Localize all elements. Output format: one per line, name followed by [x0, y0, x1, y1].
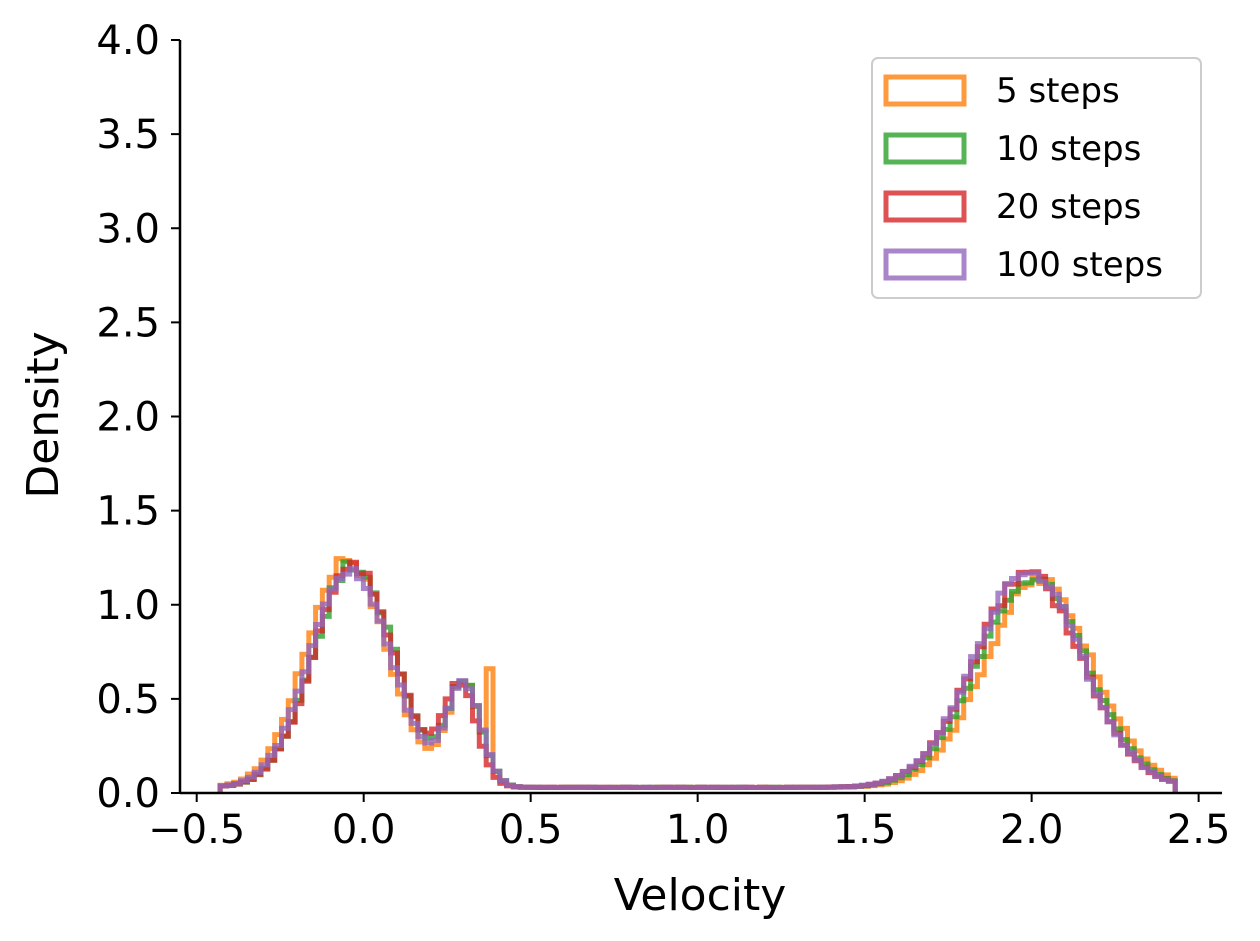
y-tick-label: 1.0 — [96, 583, 160, 629]
x-ticks: −0.5 0.0 0.5 1.0 1.5 2.0 2.5 — [148, 793, 1230, 853]
legend-label: 20 steps — [996, 187, 1141, 227]
y-tick-label: 3.0 — [96, 206, 160, 252]
series-line — [217, 566, 1178, 793]
x-tick-label: 0.5 — [499, 807, 563, 853]
legend: 5 steps 10 steps 20 steps 100 steps — [871, 57, 1202, 299]
series-line — [217, 559, 1178, 793]
y-tick-label: 0.5 — [96, 677, 160, 723]
y-tick-label: 3.5 — [96, 112, 160, 158]
y-axis-label: Density — [18, 331, 69, 498]
legend-label: 10 steps — [996, 129, 1141, 169]
y-tick-label: 1.5 — [96, 489, 160, 535]
x-tick-label: 2.5 — [1167, 807, 1231, 853]
legend-label: 5 steps — [996, 71, 1120, 111]
x-tick-label: 2.0 — [1000, 807, 1064, 853]
y-tick-label: 2.5 — [96, 300, 160, 346]
y-tick-label: 2.0 — [96, 395, 160, 441]
legend-swatch — [883, 248, 967, 281]
legend-label: 100 steps — [996, 245, 1163, 285]
legend-swatch — [883, 74, 967, 107]
legend-swatch — [883, 190, 967, 223]
x-axis-label: Velocity — [614, 870, 787, 921]
y-tick-label: 4.0 — [96, 18, 160, 64]
legend-items: 5 steps 10 steps 20 steps 100 steps — [883, 71, 1163, 285]
series-line — [217, 559, 1178, 793]
x-tick-label: 0.0 — [332, 807, 396, 853]
y-ticks: 0.0 0.5 1.0 1.5 2.0 2.5 3.0 3.5 4.0 — [96, 18, 180, 817]
legend-frame — [871, 57, 1202, 299]
x-tick-label: −0.5 — [148, 807, 245, 853]
x-tick-label: 1.0 — [666, 807, 730, 853]
series-line — [217, 556, 1178, 793]
y-tick-label: 0.0 — [96, 771, 160, 817]
series-layer — [217, 556, 1178, 793]
legend-swatch — [883, 132, 967, 165]
x-tick-label: 1.5 — [833, 807, 897, 853]
